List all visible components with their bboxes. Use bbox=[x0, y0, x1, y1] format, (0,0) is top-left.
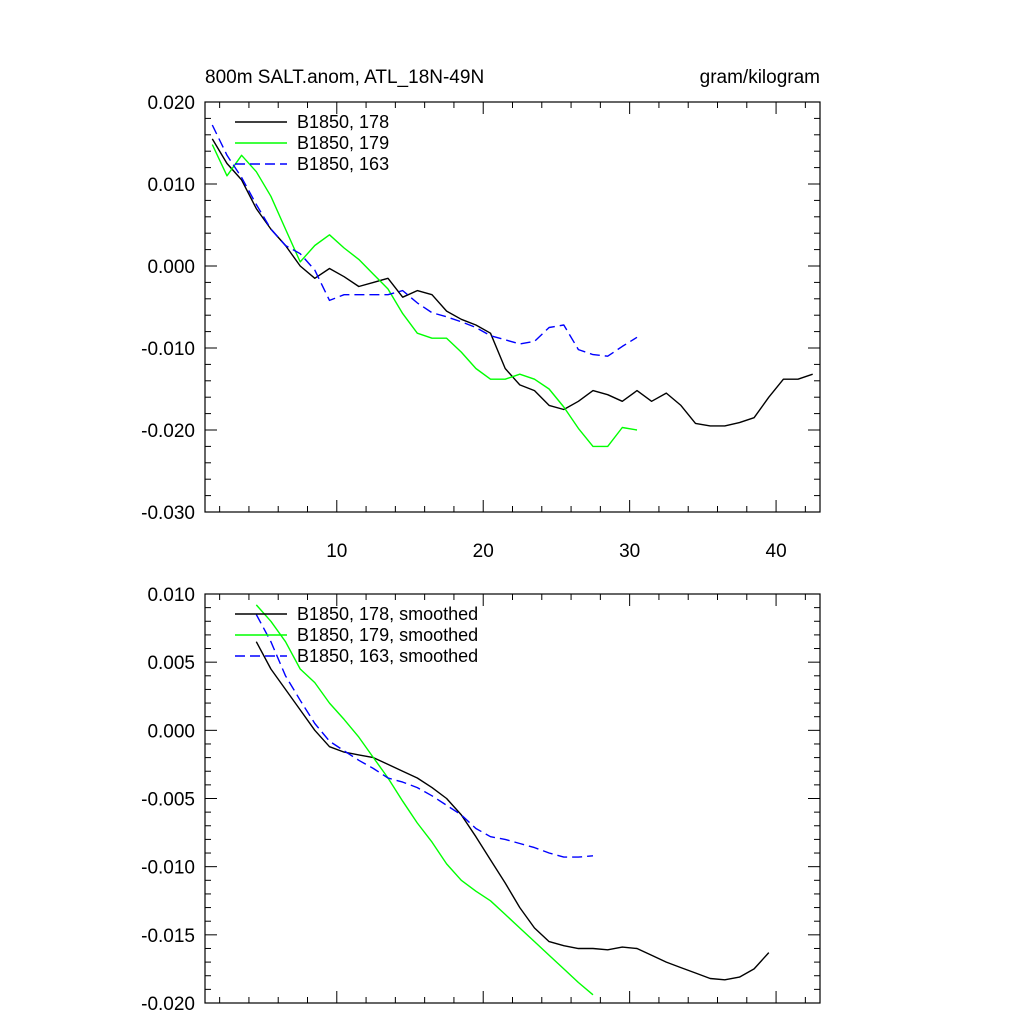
y-tick-label: 0.020 bbox=[147, 93, 195, 114]
y-tick-label: -0.010 bbox=[141, 339, 195, 360]
series-line-1 bbox=[255, 604, 594, 996]
y-tick-label: -0.005 bbox=[141, 790, 195, 811]
y-tick-label: 0.010 bbox=[147, 175, 195, 196]
top-panel-ticks: 0.020 0.010 0.000 -0.010 -0.020 -0.030 10 20 30 4… bbox=[141, 93, 820, 562]
legend-label-1: B1850, 179, smoothed bbox=[297, 625, 478, 645]
bottom-panel: 0.0100.0050.000-0.005-0.010-0.015-0.020 … bbox=[141, 585, 821, 1015]
top-panel: 800m SALT.anom, ATL_18N-49N gram/kilogra… bbox=[141, 67, 821, 562]
series-line-0 bbox=[255, 641, 770, 981]
bottom-panel-series bbox=[255, 604, 770, 996]
bottom-panel-ticks: 0.010 0.005 0.000 -0.005 -0.010 -0.015 -0.020 bbox=[141, 585, 820, 1015]
y-tick-label: 0.005 bbox=[147, 653, 195, 674]
panel-title-left: 800m SALT.anom, ATL_18N-49N bbox=[205, 67, 484, 88]
legend-label-2: B1850, 163 bbox=[297, 154, 389, 174]
x-tick-label: 10 bbox=[326, 541, 347, 562]
x-tick-label: 40 bbox=[766, 541, 787, 562]
legend-label-0: B1850, 178, smoothed bbox=[297, 604, 478, 624]
top-panel-frame bbox=[204, 101, 821, 513]
series-line-2 bbox=[211, 124, 638, 357]
y-tick-label: -0.020 bbox=[141, 994, 195, 1015]
top-panel-series bbox=[211, 124, 813, 448]
y-tick-label: 0.010 bbox=[147, 585, 195, 606]
x-tick-label: 30 bbox=[619, 541, 640, 562]
y-tick-label: -0.020 bbox=[141, 421, 195, 442]
y-tick-label: -0.010 bbox=[141, 858, 195, 879]
legend-label-1: B1850, 179 bbox=[297, 133, 389, 153]
legend-label-2: B1850, 163, smoothed bbox=[297, 646, 478, 666]
legend-label-0: B1850, 178 bbox=[297, 112, 389, 132]
y-tick-label: -0.030 bbox=[141, 503, 195, 524]
series-line-2 bbox=[255, 614, 594, 858]
y-tick-label: 0.000 bbox=[147, 257, 195, 278]
x-tick-label: 20 bbox=[473, 541, 494, 562]
y-tick-label: -0.015 bbox=[141, 926, 195, 947]
bottom-panel-frame bbox=[204, 593, 821, 1004]
y-tick-label: 0.000 bbox=[147, 721, 195, 742]
panel-title-right: gram/kilogram bbox=[700, 67, 820, 88]
series-line-0 bbox=[211, 138, 813, 427]
series-line-1 bbox=[211, 144, 638, 448]
